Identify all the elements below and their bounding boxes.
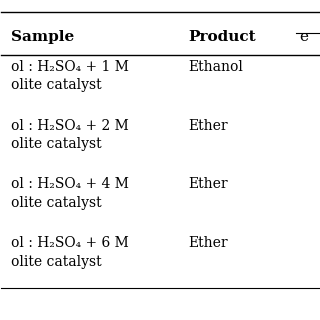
Text: Ether: Ether: [188, 119, 228, 133]
Text: ol : H₂SO₄ + 2 M
olite catalyst: ol : H₂SO₄ + 2 M olite catalyst: [11, 119, 129, 151]
Text: Ether: Ether: [188, 178, 228, 191]
Text: Ethanol: Ethanol: [188, 60, 244, 74]
Text: ol : H₂SO₄ + 1 M
olite catalyst: ol : H₂SO₄ + 1 M olite catalyst: [11, 60, 129, 92]
Text: Product: Product: [188, 30, 256, 44]
Text: ol : H₂SO₄ + 6 M
olite catalyst: ol : H₂SO₄ + 6 M olite catalyst: [11, 236, 129, 268]
Text: Ether: Ether: [188, 236, 228, 250]
Text: e: e: [300, 30, 308, 44]
Text: Sample: Sample: [11, 30, 74, 44]
Text: ol : H₂SO₄ + 4 M
olite catalyst: ol : H₂SO₄ + 4 M olite catalyst: [11, 178, 129, 210]
